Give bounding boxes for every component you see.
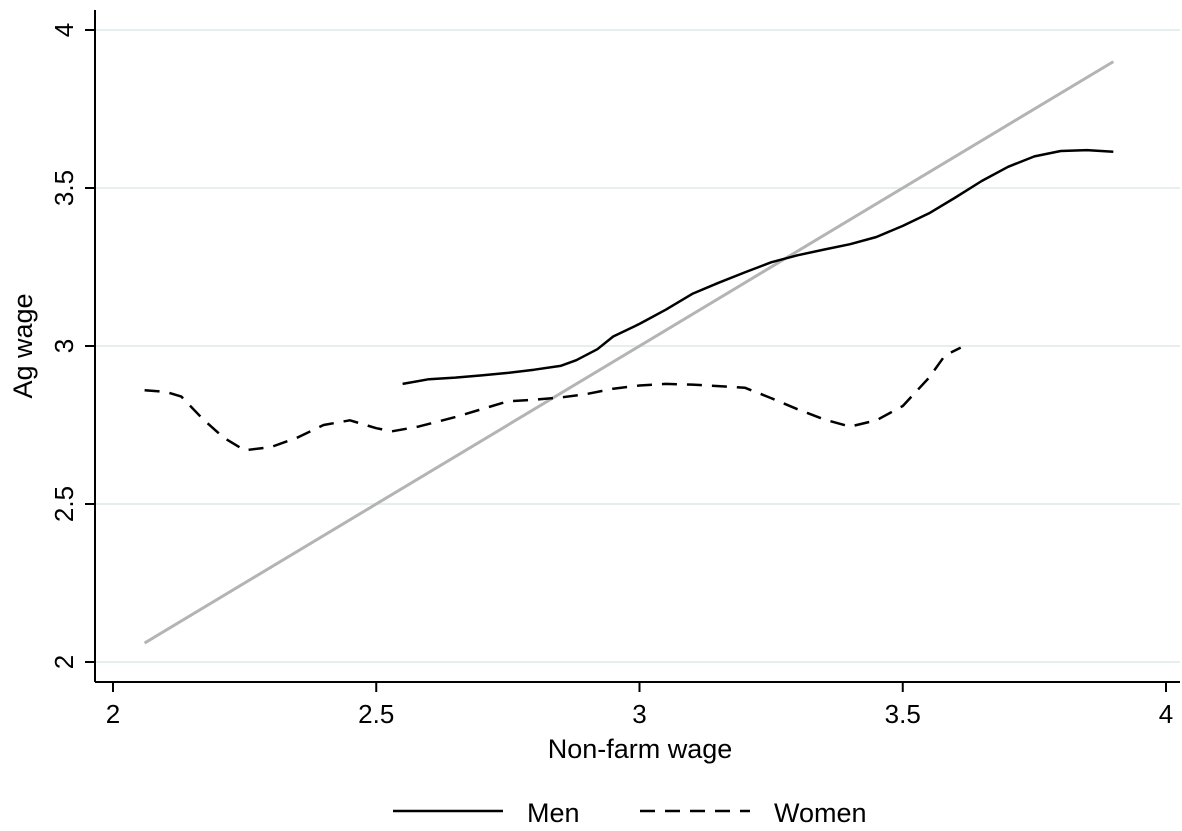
x-tick-label-2: 3 bbox=[632, 699, 646, 729]
y-tick-label-0: 2 bbox=[49, 655, 79, 669]
series-line-women bbox=[144, 346, 962, 452]
y-axis-title: Ag wage bbox=[8, 293, 38, 398]
y-tick-label-2: 3 bbox=[49, 339, 79, 353]
y-tick-label-3: 3.5 bbox=[49, 170, 79, 206]
x-axis-ticks: 2 2.5 3 3.5 4 bbox=[106, 682, 1173, 729]
y-tick-label-4: 4 bbox=[49, 23, 79, 37]
legend-label-men: Men bbox=[527, 798, 580, 828]
legend-label-women: Women bbox=[774, 798, 867, 828]
x-tick-label-0: 2 bbox=[106, 699, 120, 729]
x-tick-label-1: 2.5 bbox=[358, 699, 394, 729]
y-tick-label-1: 2.5 bbox=[49, 486, 79, 522]
y-axis-ticks: 2 2.5 3 3.5 4 bbox=[49, 23, 95, 669]
x-axis-title: Non-farm wage bbox=[548, 734, 733, 764]
x-tick-label-3: 3.5 bbox=[885, 699, 921, 729]
legend: Men Women bbox=[393, 798, 867, 828]
reference-line bbox=[143, 60, 1115, 645]
series-line-men bbox=[402, 148, 1114, 386]
series-layer bbox=[144, 148, 1114, 452]
reference-line-layer bbox=[143, 60, 1115, 645]
x-tick-label-4: 4 bbox=[1159, 699, 1173, 729]
